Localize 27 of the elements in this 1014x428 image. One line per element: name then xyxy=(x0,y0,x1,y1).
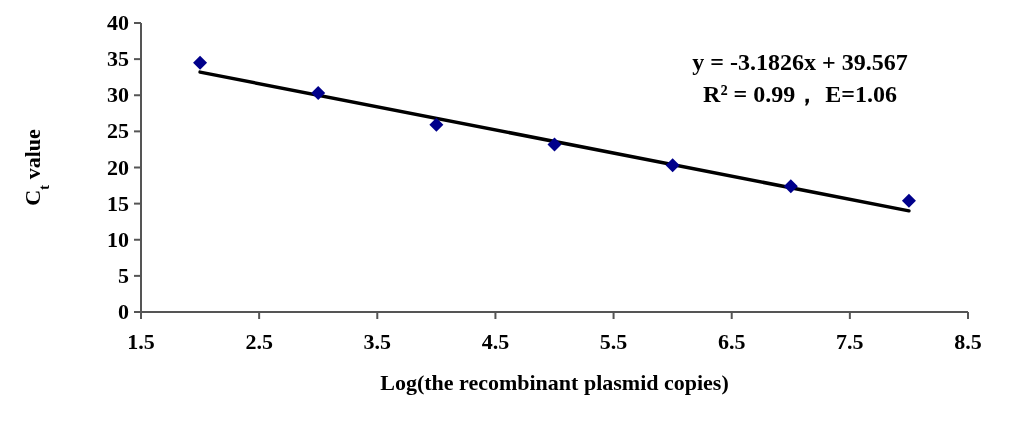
point xyxy=(429,117,444,132)
x-tick-label: 8.5 xyxy=(954,329,982,354)
y-tick-label: 10 xyxy=(107,226,129,252)
y-tick-label: 5 xyxy=(118,262,129,288)
y-tick-label: 25 xyxy=(107,118,129,144)
y-tick-label: 30 xyxy=(107,82,129,108)
point xyxy=(783,179,798,194)
y-tick-label: 40 xyxy=(107,10,129,35)
x-tick-label: 5.5 xyxy=(599,329,628,354)
annotation: R² = 0.99， E=1.06 xyxy=(703,81,897,107)
x-tick-label: 7.5 xyxy=(836,329,864,354)
x-tick-label: 2.5 xyxy=(245,329,273,354)
x-axis-title: Log(the recombinant plasmid copies) xyxy=(380,370,729,395)
y-tick-label: 15 xyxy=(107,190,129,216)
x-tick-label: 3.5 xyxy=(363,329,392,354)
point xyxy=(547,137,562,152)
y-tick-label: 0 xyxy=(118,299,129,324)
point xyxy=(193,55,208,70)
point xyxy=(311,86,326,101)
annotation: y = -3.1826x + 39.567 xyxy=(692,49,908,75)
y-tick-label: 35 xyxy=(107,46,129,72)
y-tick-label: 20 xyxy=(107,154,129,180)
x-tick-label: 4.5 xyxy=(481,329,510,354)
point xyxy=(901,193,916,208)
point xyxy=(665,158,680,173)
x-tick-label: 1.5 xyxy=(127,329,155,354)
x-tick-label: 6.5 xyxy=(717,329,746,354)
